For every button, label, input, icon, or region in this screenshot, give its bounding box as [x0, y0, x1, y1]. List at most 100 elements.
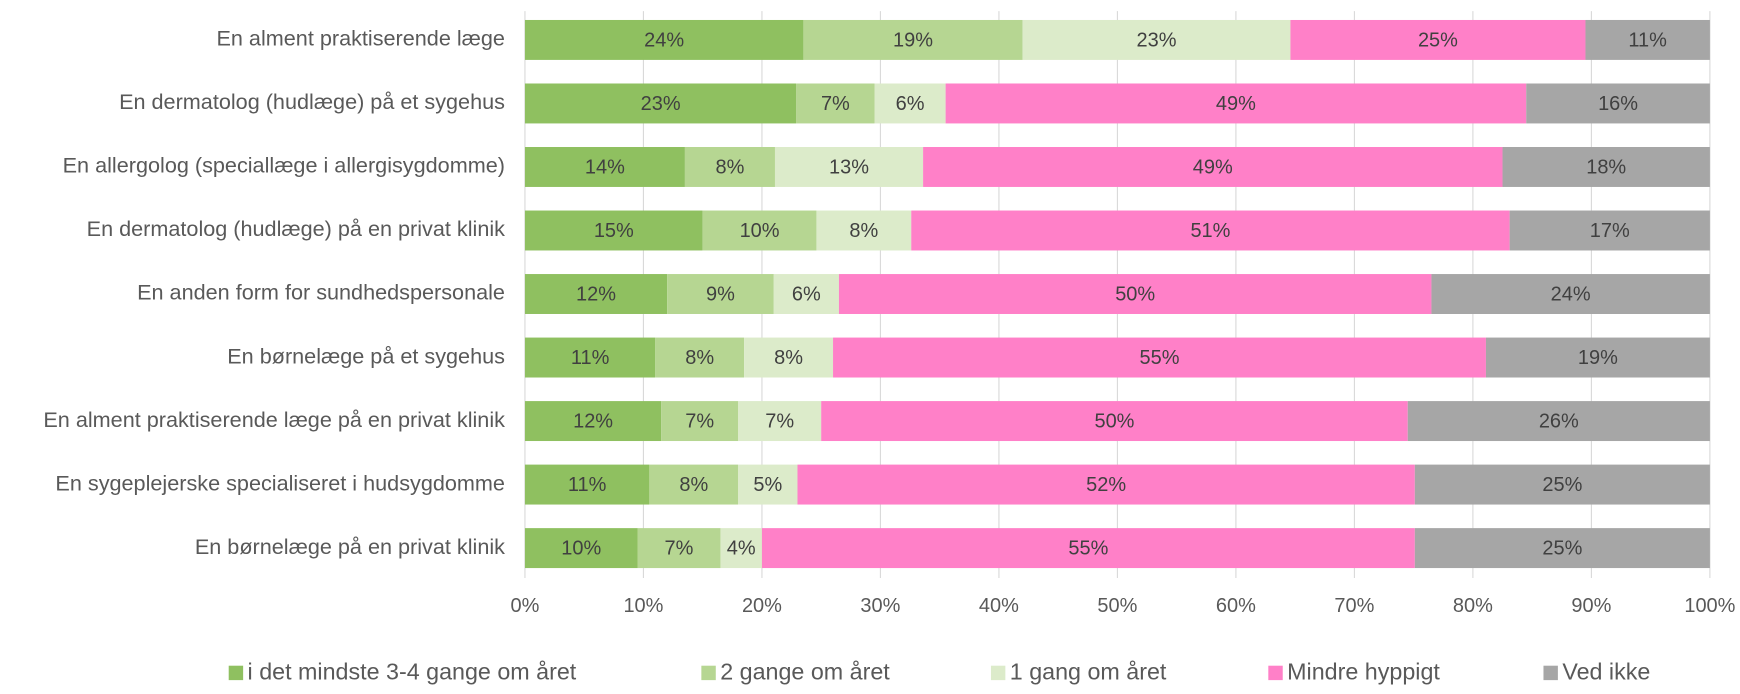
x-tick-label: 90% — [1571, 595, 1611, 617]
bar-segment — [816, 210, 912, 251]
data-label: 24% — [1551, 283, 1591, 305]
legend-swatch — [1268, 665, 1283, 681]
data-label: 8% — [679, 474, 708, 496]
data-label: 23% — [1137, 29, 1177, 51]
data-label: 7% — [685, 410, 714, 432]
data-label: 8% — [716, 156, 745, 178]
x-tick-label: 80% — [1453, 595, 1493, 617]
bar-segment — [1290, 19, 1586, 60]
legend-label: 2 gange om året — [720, 659, 890, 685]
data-label: 23% — [641, 93, 681, 115]
bar-segment — [923, 147, 1503, 187]
data-label: 25% — [1418, 29, 1458, 51]
data-label: 12% — [573, 410, 613, 432]
x-tick-label: 10% — [623, 595, 663, 617]
bar-segment — [773, 274, 839, 314]
data-label: 7% — [821, 93, 850, 115]
bars — [524, 19, 1710, 569]
bar-segment — [524, 83, 797, 124]
data-label: 19% — [1578, 347, 1618, 369]
data-label: 11% — [1628, 29, 1667, 51]
data-label: 7% — [665, 537, 694, 559]
data-label: 25% — [1542, 537, 1582, 559]
bar-segment — [1407, 401, 1710, 442]
data-label: 50% — [1115, 283, 1155, 305]
bar-segment — [821, 401, 1408, 442]
bar-segment — [637, 528, 721, 569]
y-tick-label: En anden form for sundhedspersonale — [137, 280, 505, 305]
bar-segment — [1585, 19, 1710, 60]
data-label: 17% — [1590, 220, 1630, 242]
y-tick-label: En børnelæge på en privat klinik — [195, 534, 505, 559]
y-tick-label: En alment praktiserende læge — [216, 26, 505, 51]
y-tick-label: En alment praktiserende læge på en priva… — [43, 407, 505, 432]
data-label: 50% — [1094, 410, 1134, 432]
x-tick-label: 50% — [1097, 595, 1137, 617]
legend-swatch — [701, 665, 716, 681]
data-label: 8% — [685, 347, 714, 369]
data-label: 49% — [1216, 93, 1256, 115]
data-label: 11% — [568, 474, 607, 496]
y-tick-label: En børnelæge på et sygehus — [227, 343, 505, 368]
legend-swatch — [228, 665, 244, 681]
data-label: 13% — [829, 156, 869, 178]
data-label: 12% — [576, 283, 616, 305]
bar-segment — [1485, 337, 1710, 378]
bar-segment — [774, 147, 924, 187]
data-label: 11% — [571, 347, 610, 369]
bar-segment — [797, 464, 1415, 505]
bar-segment — [702, 210, 817, 251]
y-tick-label: En allergolog (speciallæge i allergisygd… — [63, 153, 505, 178]
legend-swatch — [990, 665, 1006, 681]
data-label: 16% — [1598, 93, 1638, 115]
data-label: 18% — [1586, 156, 1626, 178]
bar-segment — [1414, 528, 1710, 569]
bar-segment — [761, 528, 1415, 569]
bar-segment — [1414, 464, 1710, 505]
x-tick-label: 0% — [511, 595, 540, 617]
bar-segment — [796, 83, 875, 124]
y-tick-label: En dermatolog (hudlæge) på en privat kli… — [87, 216, 505, 241]
bar-segment — [524, 147, 685, 187]
bar-segment — [524, 337, 656, 378]
data-label: 10% — [561, 537, 601, 559]
data-label: 4% — [727, 537, 756, 559]
bar-segment — [744, 337, 834, 378]
bar-segment — [803, 19, 1023, 60]
y-tick-label: En sygeplejerske specialiseret i hudsygd… — [55, 470, 505, 495]
legend-swatch — [1543, 665, 1558, 681]
data-label: 7% — [765, 410, 794, 432]
bar-segment — [655, 337, 745, 378]
data-label: 6% — [896, 93, 925, 115]
legend: i det mindste 3-4 gange om året 2 gange o… — [228, 659, 1650, 685]
data-label: 55% — [1068, 537, 1108, 559]
y-tick-label: En dermatolog (hudlæge) på et sygehus — [119, 89, 505, 114]
bar-segment — [684, 147, 775, 187]
bar-segment — [1022, 19, 1291, 60]
bar-segment — [911, 210, 1510, 251]
data-label: 8% — [774, 347, 803, 369]
bar-segment — [838, 274, 1432, 314]
data-label: 5% — [753, 474, 782, 496]
bar-segment — [874, 83, 946, 124]
bar-segment — [524, 19, 804, 60]
bar-segment — [524, 274, 668, 314]
x-tick-label: 100% — [1684, 595, 1735, 617]
data-label: 25% — [1542, 474, 1582, 496]
data-label: 9% — [706, 283, 735, 305]
bar-segment — [524, 528, 638, 569]
bar-segment — [720, 528, 762, 569]
data-label: 26% — [1539, 410, 1579, 432]
bar-segment — [1509, 210, 1710, 251]
bar-segment — [1502, 147, 1710, 187]
legend-label: Ved ikke — [1562, 659, 1650, 685]
bar-segment — [524, 464, 650, 505]
x-tick-label: 40% — [979, 595, 1019, 617]
legend-label: Mindre hyppigt — [1287, 659, 1440, 685]
bar-segment — [945, 83, 1527, 124]
data-label: 24% — [644, 29, 684, 51]
data-label: 52% — [1086, 474, 1126, 496]
data-label: 14% — [585, 156, 625, 178]
